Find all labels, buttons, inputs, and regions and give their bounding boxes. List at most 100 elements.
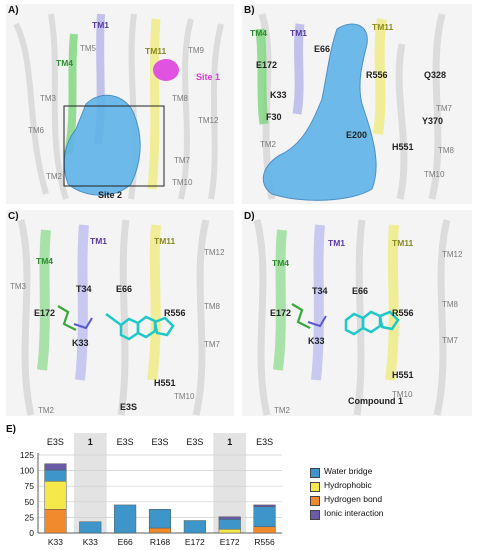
bar-segment <box>218 519 241 530</box>
helix-label: TM1 <box>290 28 307 38</box>
bar-segment <box>218 516 241 520</box>
helix-label: TM2 <box>38 406 54 415</box>
y-tick-label: 0 <box>29 528 34 538</box>
helix-label: TM10 <box>174 392 195 401</box>
helix-label: TM11 <box>372 22 394 32</box>
helix-label: TM2 <box>260 140 276 149</box>
helix-label: TM1 <box>328 238 345 248</box>
legend-swatch <box>310 510 320 520</box>
helix-label: TM3 <box>10 282 26 291</box>
panel-b: B) TM4 TM1 TM11 TM7 TM2 TM8 TM10 E66 E17… <box>242 4 472 204</box>
x-tick-label: R168 <box>150 537 171 547</box>
bar-segment <box>79 521 102 534</box>
helix-label: TM9 <box>188 46 204 55</box>
shaded-column <box>213 433 247 533</box>
x-tick-label: R556 <box>254 537 275 547</box>
helix-label: TM8 <box>438 146 454 155</box>
residue-label: H551 <box>392 370 414 380</box>
ligand-label: Compound 1 <box>348 396 403 406</box>
helix-label: TM12 <box>204 248 225 257</box>
helix-label: TM2 <box>274 406 290 415</box>
helix-label: TM4 <box>56 58 73 68</box>
panel-a: A) TM1 TM5 TM11 TM9 TM4 TM3 TM8 TM12 TM6… <box>6 4 234 204</box>
group-label: E3S <box>151 437 168 447</box>
residue-label: R556 <box>392 308 414 318</box>
bar-segment <box>44 509 67 534</box>
legend-label: Hydrophobic <box>324 480 372 490</box>
bar-segment <box>44 469 67 482</box>
residue-label: E66 <box>352 286 369 296</box>
legend-swatch <box>310 496 320 506</box>
residue-label: E66 <box>116 284 133 294</box>
y-tick-label: 75 <box>25 481 35 491</box>
helix-label: TM12 <box>442 250 463 259</box>
helix-label: TM11 <box>145 46 167 56</box>
panel-a-label: A) <box>8 5 19 16</box>
group-label: 1 <box>227 437 232 447</box>
helix-label: TM7 <box>442 336 458 345</box>
residue-label: Q328 <box>424 70 447 80</box>
helix-label: TM7 <box>174 156 190 165</box>
helix-label: TM5 <box>80 44 96 53</box>
site2-label: Site 2 <box>98 190 123 200</box>
residue-label: E172 <box>256 60 278 70</box>
panel-c-structure <box>17 219 210 416</box>
bar-segment <box>148 527 172 534</box>
panel-c: C) TM1 TM11 TM12 TM4 TM3 TM8 TM7 TM2 TM1… <box>6 210 234 416</box>
helix-label: TM10 <box>392 390 413 399</box>
helix-label: TM1 <box>92 20 109 30</box>
group-label: E3S <box>47 437 64 447</box>
panel-b-label: B) <box>244 5 255 16</box>
residue-label: E66 <box>314 44 331 54</box>
x-tick-label: E66 <box>118 537 133 547</box>
bar-segment <box>218 529 241 534</box>
residue-label: H551 <box>392 142 414 152</box>
legend-label: Hydrogen bond <box>324 494 383 504</box>
bar-segment <box>44 480 67 510</box>
residue-label: E172 <box>34 308 56 318</box>
helix-label: TM2 <box>46 172 62 181</box>
group-label: E3S <box>186 437 203 447</box>
helix-label: TM1 <box>90 236 107 246</box>
residue-label: H551 <box>154 378 176 388</box>
group-label: 1 <box>88 437 93 447</box>
helix-label: TM4 <box>250 28 267 38</box>
x-tick-label: K33 <box>83 537 98 547</box>
shaded-column <box>73 433 107 533</box>
residue-label: K33 <box>308 336 325 346</box>
bar-segment <box>253 506 276 528</box>
interaction-bar-chart: 0 25 50 75 100 125 K33 E3S K33 1 E66 E3S R168 E3S E172… <box>20 433 282 547</box>
y-tick-label: 50 <box>25 497 35 507</box>
panel-b-structure <box>255 12 446 201</box>
legend-label: Ionic interaction <box>324 508 384 518</box>
y-tick-label: 25 <box>25 512 35 522</box>
residue-label: F30 <box>266 112 282 122</box>
bar-segment <box>253 526 276 534</box>
helix-label: TM8 <box>204 302 220 311</box>
helix-label: TM12 <box>198 116 219 125</box>
panel-a-structure <box>13 13 224 200</box>
residue-label: R556 <box>164 308 186 318</box>
helix-label: TM10 <box>424 170 445 179</box>
residue-label: K33 <box>270 90 287 100</box>
panel-d-structure <box>253 219 451 416</box>
bar-segment <box>183 520 206 534</box>
residue-label: Y370 <box>422 116 444 126</box>
x-tick-label: K33 <box>48 537 63 547</box>
helix-label: TM3 <box>40 94 56 103</box>
x-tick-label: E172 <box>220 537 240 547</box>
bar-segment <box>114 504 137 534</box>
helix-label: TM7 <box>436 104 452 113</box>
helix-label: TM6 <box>28 126 44 135</box>
bar-segment <box>44 463 67 471</box>
panel-d-label: D) <box>244 211 255 222</box>
residue-label: E172 <box>270 308 292 318</box>
helix-label: TM8 <box>172 94 188 103</box>
group-label: E3S <box>117 437 134 447</box>
residue-label: R556 <box>366 70 388 80</box>
helix-label: TM4 <box>36 256 53 266</box>
x-tick-label: E172 <box>185 537 205 547</box>
helix-label: TM11 <box>392 238 414 248</box>
helix-label: TM10 <box>172 178 193 187</box>
helix-label: TM8 <box>442 300 458 309</box>
